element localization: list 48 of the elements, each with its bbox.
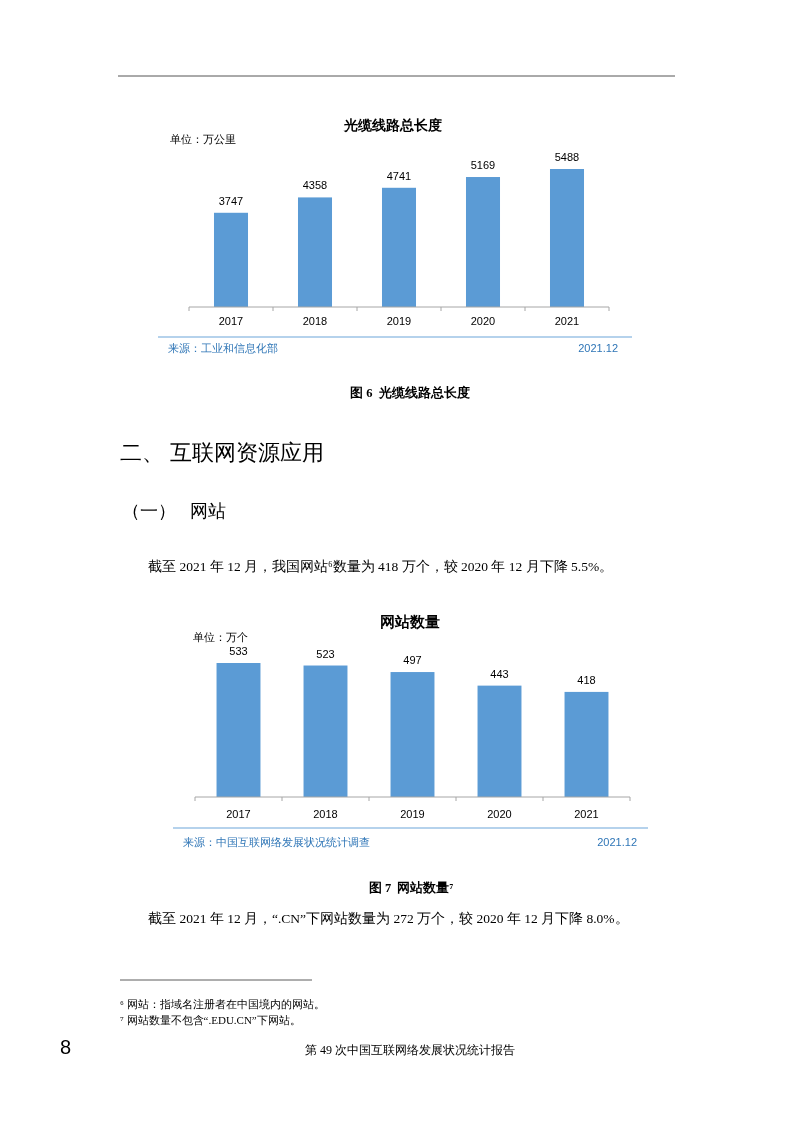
x-tick-label: 2019 bbox=[386, 315, 412, 327]
bar bbox=[381, 187, 417, 307]
source-note: 来源：工业和信息化部 bbox=[168, 342, 278, 354]
text: 第 49 次中国互联网络发展状况统计报告 bbox=[305, 1043, 515, 1057]
x-tick-label: 2018 bbox=[313, 808, 338, 820]
y-axis-title: 单位：万公里 bbox=[170, 133, 236, 145]
data-label: 5488 bbox=[554, 151, 580, 163]
x-tick-label: 2020 bbox=[487, 808, 512, 820]
bar bbox=[564, 691, 609, 797]
y-axis-title: 单位：万个 bbox=[193, 631, 248, 643]
caption: 图 6 光缆线路总长度 bbox=[350, 385, 470, 400]
x-tick-label: 2020 bbox=[470, 315, 496, 327]
data-label: 497 bbox=[403, 654, 422, 667]
data-label: 5169 bbox=[470, 159, 496, 172]
data-label: 443 bbox=[490, 667, 509, 680]
chart-title: 光缆线路总长度 bbox=[343, 117, 442, 133]
x-tick-label: 2017 bbox=[226, 808, 251, 820]
x-tick-label: 2018 bbox=[302, 315, 328, 327]
source-note: 来源：中国互联网络发展状况统计调查 bbox=[183, 836, 370, 848]
text: 8 bbox=[60, 1036, 72, 1058]
data-label: 533 bbox=[229, 645, 248, 657]
data-label: 418 bbox=[577, 673, 596, 686]
text: 2021.12 bbox=[597, 836, 637, 848]
text: 二、 互联网资源应用 bbox=[120, 439, 325, 465]
text: 2021.12 bbox=[578, 342, 618, 354]
x-tick-label: 2021 bbox=[574, 808, 599, 820]
bar bbox=[297, 197, 333, 307]
bar bbox=[477, 685, 522, 797]
bar bbox=[213, 212, 249, 307]
data-label: 3747 bbox=[218, 194, 244, 207]
bar bbox=[303, 665, 348, 797]
chart-title: 网站数量 bbox=[380, 614, 440, 630]
text: ⁷ 网站数量不包含“.EDU.CN”下网站。 bbox=[120, 1014, 301, 1026]
bar bbox=[216, 663, 261, 797]
data-label: 4741 bbox=[386, 169, 412, 182]
x-tick-label: 2019 bbox=[400, 808, 425, 820]
text: 截至 2021 年 12 月，我国网站⁶数量为 418 万个，较 2020 年 12 月下降 5.5%。 bbox=[148, 558, 614, 574]
x-tick-label: 2021 bbox=[554, 315, 580, 327]
data-label: 523 bbox=[316, 647, 335, 660]
text: 截至 2021 年 12 月，“.CN”下网站数量为 272 万个，较 2020 年 12 月下降 8.0%。 bbox=[148, 910, 629, 926]
x-tick-label: 2017 bbox=[218, 315, 244, 327]
caption: 图 7 网站数量⁷ bbox=[368, 881, 454, 895]
text: ⁶ 网站：指域名注册者在中国境内的网站。 bbox=[120, 998, 325, 1010]
data-label: 4358 bbox=[302, 179, 328, 192]
bar bbox=[549, 169, 585, 307]
text: （一） 网站 bbox=[122, 501, 226, 521]
bar bbox=[390, 672, 435, 797]
bar bbox=[465, 177, 501, 307]
